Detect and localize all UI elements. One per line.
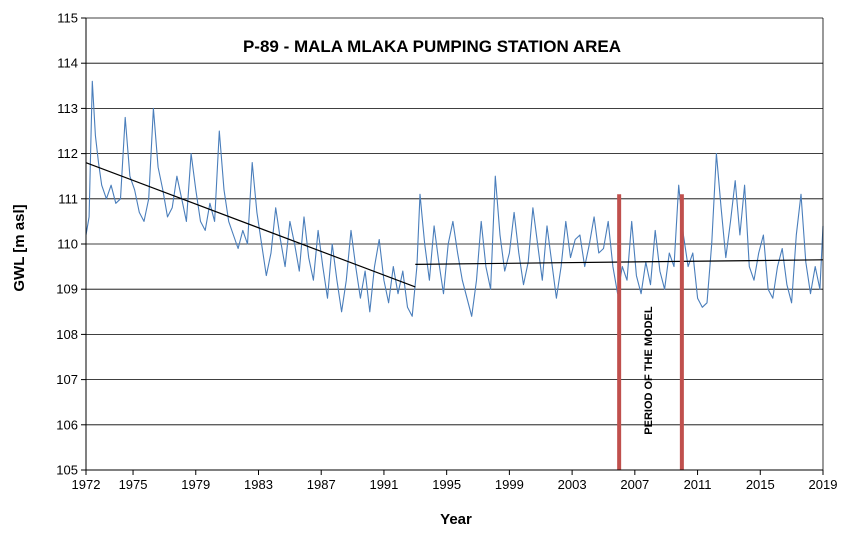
y-tick-label: 111 bbox=[58, 191, 78, 206]
y-tick-label: 113 bbox=[57, 101, 78, 116]
x-axis-title: Year bbox=[440, 511, 472, 528]
y-tick-label: 108 bbox=[56, 327, 78, 342]
chart-title: P-89 - MALA MLAKA PUMPING STATION AREA bbox=[243, 37, 621, 56]
y-tick-label: 112 bbox=[57, 146, 78, 161]
grid-layer bbox=[86, 17, 823, 471]
x-tick-label: 1972 bbox=[72, 477, 101, 492]
axis-layer: 105 106 107 108 109 110 111 112 113 114 115 1972 197… bbox=[56, 11, 837, 493]
series-layer bbox=[85, 80, 824, 317]
x-tick-label: 2003 bbox=[558, 477, 587, 492]
x-tick-label: 2007 bbox=[620, 477, 649, 492]
x-tick-label: 2015 bbox=[746, 477, 775, 492]
x-tick-label: 2011 bbox=[684, 477, 712, 492]
x-tick-label: 1983 bbox=[244, 477, 273, 492]
y-tick-label: 115 bbox=[57, 11, 78, 26]
period-annotation: PERIOD OF THE MODEL bbox=[643, 306, 655, 435]
y-tick-label: 114 bbox=[57, 56, 78, 71]
y-tick-label: 105 bbox=[56, 463, 78, 478]
x-tick-label: 1999 bbox=[495, 477, 524, 492]
x-tick-label: 1979 bbox=[181, 477, 210, 492]
marker-layer bbox=[617, 194, 684, 470]
y-axis-title: GWL [m asl] bbox=[11, 204, 28, 291]
x-tick-label: 1995 bbox=[432, 477, 461, 492]
x-tick-label: 1987 bbox=[307, 477, 336, 492]
y-tick-label: 107 bbox=[56, 372, 78, 387]
x-tick-label: 1991 bbox=[369, 477, 398, 492]
gwl-series-line bbox=[85, 80, 824, 317]
y-tick-label: 109 bbox=[56, 282, 78, 297]
trend-line bbox=[85, 162, 416, 288]
y-tick-label: 106 bbox=[56, 417, 78, 432]
y-tick-label: 110 bbox=[57, 237, 78, 252]
x-tick-label: 2019 bbox=[809, 477, 838, 492]
x-tick-label: 1975 bbox=[119, 477, 148, 492]
